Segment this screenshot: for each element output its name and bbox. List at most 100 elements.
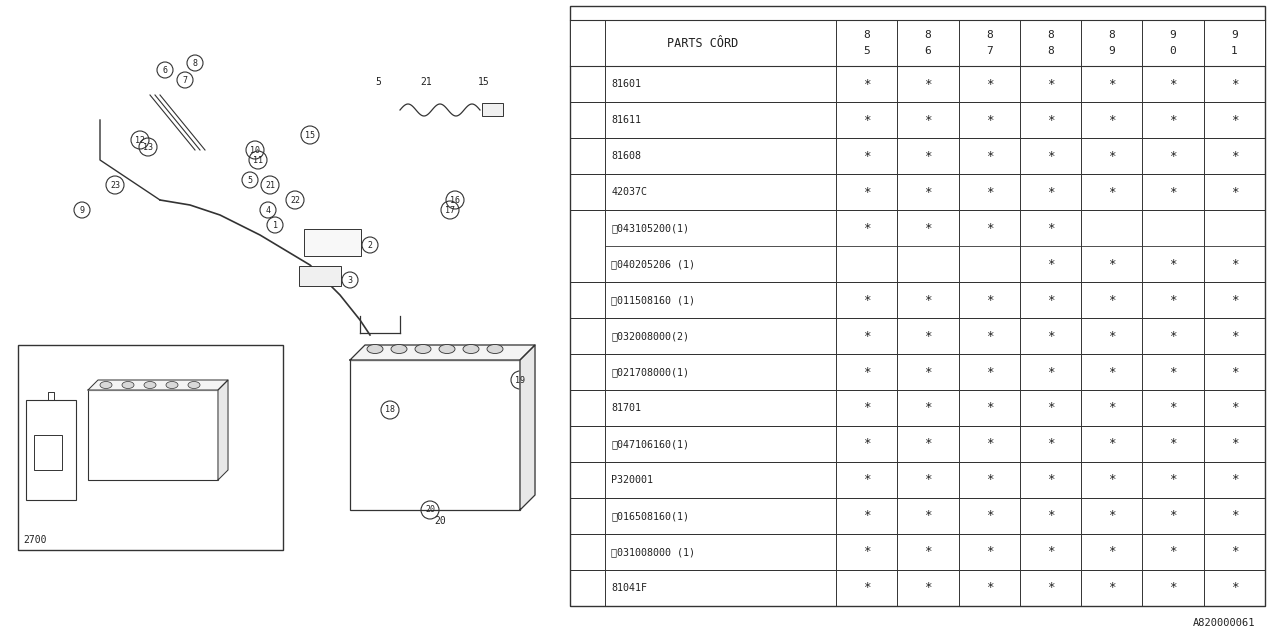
Text: 42037C: 42037C [611, 187, 648, 197]
Text: *: * [1108, 438, 1116, 451]
Text: *: * [1108, 257, 1116, 271]
Text: *: * [1047, 113, 1055, 127]
Text: *: * [863, 150, 870, 163]
Text: *: * [1108, 294, 1116, 307]
Text: *: * [1170, 365, 1176, 378]
Text: *: * [1230, 474, 1238, 486]
Text: 9: 9 [1108, 46, 1115, 56]
Text: *: * [986, 365, 993, 378]
Text: *: * [1230, 294, 1238, 307]
Text: *: * [1108, 186, 1116, 198]
Text: *: * [986, 150, 993, 163]
Text: 20: 20 [434, 516, 445, 526]
Text: *: * [863, 221, 870, 234]
Polygon shape [349, 345, 535, 360]
Text: 0: 0 [1170, 46, 1176, 56]
Polygon shape [88, 380, 228, 390]
Text: 5: 5 [247, 175, 252, 184]
Text: *: * [1108, 474, 1116, 486]
Text: 21: 21 [420, 77, 431, 87]
Text: *: * [924, 474, 932, 486]
Text: *: * [863, 330, 870, 342]
Text: 10: 10 [581, 439, 594, 449]
Text: 18: 18 [385, 406, 396, 415]
Text: 5: 5 [375, 77, 381, 87]
Text: 24: 24 [28, 490, 38, 499]
Text: 8: 8 [585, 367, 590, 377]
Text: 2700: 2700 [23, 535, 46, 545]
Text: 7: 7 [183, 76, 187, 84]
FancyBboxPatch shape [305, 229, 361, 256]
Text: *: * [1047, 582, 1055, 595]
Text: *: * [1108, 582, 1116, 595]
Text: *: * [863, 113, 870, 127]
Text: *: * [1047, 474, 1055, 486]
Ellipse shape [439, 344, 454, 353]
Text: 81701: 81701 [611, 403, 641, 413]
Text: *: * [924, 186, 932, 198]
Bar [570, 6, 1265, 606]
Text: *: * [863, 401, 870, 415]
Text: *: * [986, 113, 993, 127]
Text: 81611: 81611 [611, 115, 641, 125]
FancyBboxPatch shape [300, 266, 340, 286]
Text: *: * [1108, 365, 1116, 378]
Text: 16: 16 [451, 195, 460, 205]
Text: 13: 13 [143, 143, 154, 152]
Text: *: * [986, 330, 993, 342]
Text: *: * [1230, 509, 1238, 522]
Text: 14: 14 [581, 583, 594, 593]
Text: 7: 7 [585, 331, 590, 341]
Text: 2: 2 [585, 115, 590, 125]
Text: *: * [986, 474, 993, 486]
Text: *: * [1230, 438, 1238, 451]
Text: *: * [1230, 77, 1238, 90]
Text: *: * [1170, 186, 1176, 198]
Text: *: * [1170, 294, 1176, 307]
Text: 4: 4 [265, 205, 270, 214]
Text: *: * [986, 186, 993, 198]
Ellipse shape [367, 344, 383, 353]
Text: Ⓦ031008000 (1): Ⓦ031008000 (1) [611, 547, 695, 557]
Text: *: * [1047, 294, 1055, 307]
Text: 17: 17 [445, 205, 454, 214]
Text: Ⓦ032008000(2): Ⓦ032008000(2) [611, 331, 689, 341]
Text: *: * [1230, 330, 1238, 342]
Text: *: * [863, 509, 870, 522]
Text: *: * [1047, 438, 1055, 451]
Text: A820000061: A820000061 [1193, 618, 1254, 628]
Text: *: * [986, 582, 993, 595]
Bar [26, 400, 76, 500]
Text: *: * [1047, 150, 1055, 163]
Text: *: * [863, 365, 870, 378]
Text: *: * [1230, 186, 1238, 198]
Text: *: * [1170, 77, 1176, 90]
Text: 8: 8 [192, 58, 197, 67]
Ellipse shape [100, 381, 113, 388]
Text: *: * [1108, 330, 1116, 342]
Text: *: * [1047, 330, 1055, 342]
Text: 6: 6 [585, 295, 590, 305]
Text: 19: 19 [515, 376, 525, 385]
Text: 10: 10 [250, 145, 260, 154]
Text: *: * [1047, 221, 1055, 234]
Text: *: * [1108, 545, 1116, 559]
Text: PARTS CÔRD: PARTS CÔRD [667, 36, 739, 49]
Text: *: * [986, 221, 993, 234]
Text: *: * [1170, 330, 1176, 342]
Text: 11: 11 [253, 156, 262, 164]
Ellipse shape [390, 344, 407, 353]
Text: 9: 9 [585, 403, 590, 413]
Bar [35, 435, 61, 470]
Text: *: * [1230, 582, 1238, 595]
Polygon shape [520, 345, 535, 510]
Text: *: * [986, 509, 993, 522]
FancyBboxPatch shape [481, 102, 503, 115]
Text: 12: 12 [581, 511, 594, 521]
Text: P320001: P320001 [611, 475, 653, 485]
Text: 13: 13 [581, 547, 594, 557]
Text: 1: 1 [1231, 46, 1238, 56]
Text: 25: 25 [52, 406, 63, 415]
Text: *: * [1230, 545, 1238, 559]
Text: 8: 8 [1047, 46, 1053, 56]
